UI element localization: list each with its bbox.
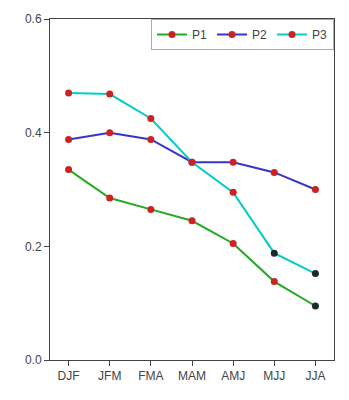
svg-text:0.2: 0.2 (25, 240, 42, 254)
svg-text:P2: P2 (252, 28, 267, 42)
svg-text:MAM: MAM (178, 369, 206, 383)
svg-text:DJF: DJF (58, 369, 80, 383)
svg-text:JFM: JFM (98, 369, 121, 383)
svg-text:0.4: 0.4 (25, 126, 42, 140)
svg-text:P3: P3 (312, 28, 327, 42)
svg-text:FMA: FMA (138, 369, 163, 383)
svg-text:JJA: JJA (305, 369, 325, 383)
svg-text:0.0: 0.0 (25, 353, 42, 367)
svg-text:P1: P1 (192, 28, 207, 42)
svg-text:MJJ: MJJ (263, 369, 285, 383)
svg-text:AMJ: AMJ (221, 369, 245, 383)
svg-text:0.6: 0.6 (25, 12, 42, 26)
